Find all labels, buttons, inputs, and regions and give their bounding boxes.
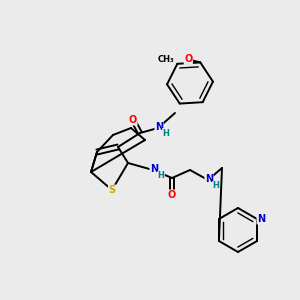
Text: N: N	[257, 214, 265, 224]
Text: O: O	[129, 115, 137, 125]
Text: S: S	[108, 185, 116, 195]
Text: CH₃: CH₃	[158, 55, 174, 64]
Text: H: H	[158, 172, 164, 181]
Text: H: H	[163, 128, 170, 137]
Text: N: N	[205, 174, 213, 184]
Text: O: O	[168, 190, 176, 200]
Text: O: O	[184, 54, 192, 64]
Text: H: H	[213, 182, 219, 190]
Text: N: N	[155, 122, 163, 132]
Text: N: N	[150, 164, 158, 174]
